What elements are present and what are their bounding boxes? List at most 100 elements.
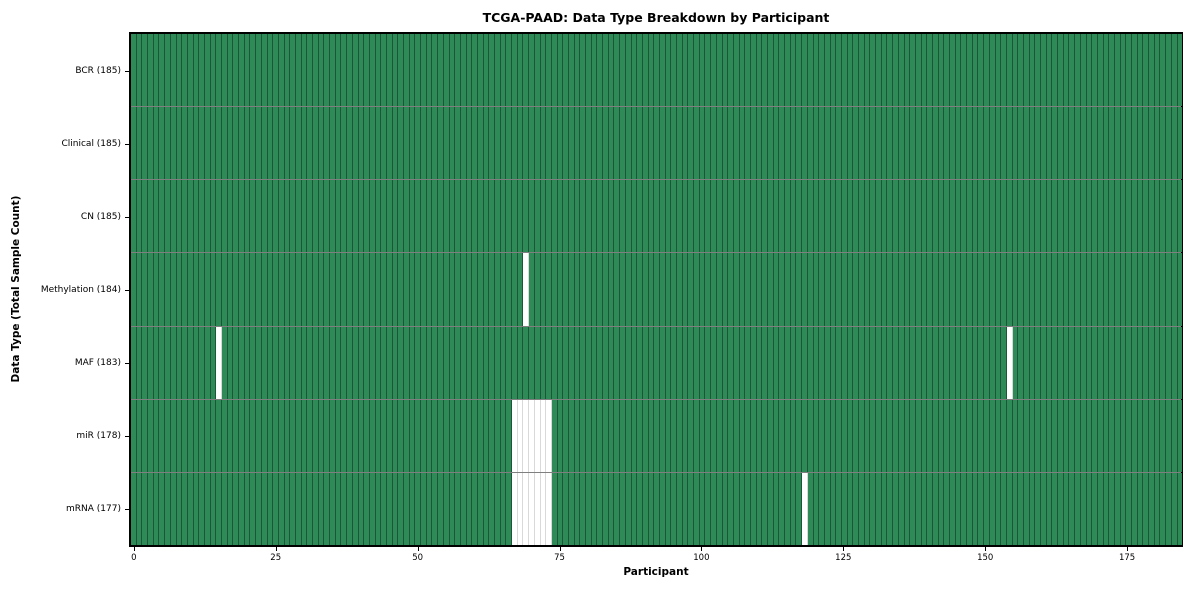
heatmap-cell [921, 180, 928, 253]
heatmap-cell [984, 107, 990, 180]
heatmap-cell [261, 253, 268, 326]
heatmap-cell [313, 107, 319, 180]
heatmap-cell [1023, 399, 1030, 472]
heatmap-cell [148, 399, 154, 472]
heatmap-cell [244, 326, 251, 399]
heatmap-cell [955, 253, 962, 326]
heatmap-cell [927, 253, 933, 326]
heatmap-cell [364, 107, 370, 180]
heatmap-cell [421, 472, 427, 545]
heatmap-cell [216, 326, 222, 399]
heatmap-cell [375, 253, 382, 326]
heatmap-cell [648, 399, 655, 472]
heatmap-cell [142, 472, 149, 545]
heatmap-cell [1120, 180, 1127, 253]
heatmap-cell [665, 472, 672, 545]
heatmap-cell [540, 180, 547, 253]
heatmap-cell [881, 472, 888, 545]
heatmap-cell [239, 34, 245, 107]
heatmap-cell [455, 180, 461, 253]
heatmap-cell [1114, 253, 1121, 326]
heatmap-cell [267, 472, 274, 545]
heatmap-cell [165, 253, 171, 326]
heatmap-cell [1041, 326, 1047, 399]
heatmap-cell [165, 34, 171, 107]
heatmap-cell [779, 472, 786, 545]
heatmap-cell [273, 180, 279, 253]
heatmap-cell [216, 472, 222, 545]
heatmap-cell [295, 472, 302, 545]
heatmap-cell [677, 180, 683, 253]
heatmap-cell [853, 326, 859, 399]
x-tick-label: 125 [835, 553, 852, 563]
heatmap-cell [239, 180, 245, 253]
heatmap-cell [841, 472, 848, 545]
heatmap-cell [426, 326, 433, 399]
heatmap-cell [426, 34, 433, 107]
heatmap-cell [330, 107, 336, 180]
heatmap-cell [1018, 326, 1024, 399]
heatmap-cell [1114, 326, 1121, 399]
heatmap-cell [910, 472, 916, 545]
heatmap-cell [1001, 399, 1007, 472]
heatmap-cell [506, 399, 513, 472]
heatmap-cell [1092, 107, 1098, 180]
heatmap-cell [1035, 253, 1041, 326]
heatmap-cell [1018, 34, 1024, 107]
heatmap-cell [597, 253, 604, 326]
heatmap-cell [1086, 472, 1093, 545]
heatmap-cell [1143, 399, 1150, 472]
heatmap-cell [642, 472, 649, 545]
heatmap-cell [330, 399, 336, 472]
heatmap-cell [1035, 107, 1041, 180]
heatmap-cell [1018, 107, 1024, 180]
heatmap-cell [131, 253, 137, 326]
heatmap-cell [244, 253, 251, 326]
heatmap-cell [517, 253, 524, 326]
heatmap-cell [1097, 399, 1104, 472]
x-tick-mark [133, 547, 135, 551]
heatmap-cell [1001, 107, 1007, 180]
heatmap-cell [568, 180, 575, 253]
x-tick-label: 75 [554, 553, 565, 563]
heatmap-cell [847, 326, 854, 399]
heatmap-cell [620, 253, 626, 326]
heatmap-cell [574, 326, 581, 399]
heatmap-cell [466, 472, 473, 545]
heatmap-cell [887, 34, 894, 107]
heatmap-cell [324, 326, 331, 399]
heatmap-cell [563, 399, 569, 472]
heatmap-cell [961, 107, 968, 180]
heatmap-cell [950, 399, 956, 472]
heatmap-cell [1114, 180, 1121, 253]
heatmap-cell [295, 180, 302, 253]
heatmap-cell [932, 180, 939, 253]
heatmap-cell [802, 253, 808, 326]
heatmap-cell [881, 253, 888, 326]
heatmap-cell [432, 326, 439, 399]
heatmap-cell [318, 253, 325, 326]
heatmap-cell [540, 399, 547, 472]
heatmap-cell [568, 326, 575, 399]
heatmap-cell [449, 399, 456, 472]
heatmap-cell [978, 472, 985, 545]
heatmap-cell [659, 399, 666, 472]
heatmap-cell [182, 399, 188, 472]
heatmap-cell [1075, 34, 1081, 107]
heatmap-cell [477, 253, 484, 326]
heatmap-cell [915, 472, 922, 545]
heatmap-cell [557, 472, 564, 545]
heatmap-cell [472, 399, 478, 472]
heatmap-cell [534, 399, 541, 472]
heatmap-cell [131, 399, 137, 472]
heatmap-cell [222, 399, 228, 472]
heatmap-cell [580, 253, 586, 326]
heatmap-cell [915, 399, 922, 472]
heatmap-cell [460, 326, 467, 399]
heatmap-cell [733, 34, 740, 107]
heatmap-cell [1143, 107, 1150, 180]
heatmap-cell [893, 107, 899, 180]
heatmap-cell [307, 107, 313, 180]
heatmap-cell [768, 326, 774, 399]
heatmap-cell [859, 472, 865, 545]
